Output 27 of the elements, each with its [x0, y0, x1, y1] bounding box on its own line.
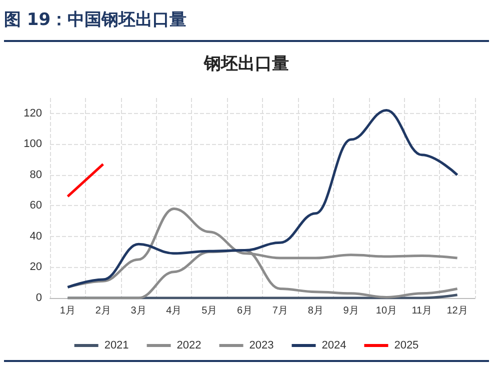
- x-tick-label: 4月: [166, 306, 182, 316]
- x-tick-label: 10月: [376, 306, 398, 316]
- x-tick-label: 3月: [130, 306, 146, 316]
- y-tick-label: 100: [24, 138, 42, 150]
- x-tick-label: 12月: [446, 306, 468, 316]
- x-tick-label: 5月: [202, 306, 218, 316]
- chart-subtitle: 钢坯出口量: [203, 54, 289, 73]
- line-series: [66, 109, 459, 288]
- y-tick-label: 0: [36, 292, 42, 304]
- x-tick-label: 1月: [60, 306, 76, 316]
- y-tick-label: 120: [24, 107, 42, 120]
- x-tick-label: 11月: [412, 306, 432, 316]
- y-tick-label: 80: [30, 168, 42, 181]
- x-tick-label: 8月: [308, 306, 324, 316]
- legend-label: 2023: [249, 340, 274, 352]
- y-tick-label: 20: [30, 261, 42, 274]
- x-tick-label: 2月: [95, 306, 111, 316]
- legend-label: 2025: [394, 340, 419, 352]
- chart-title: 图 19：中国钢坯出口量: [4, 4, 489, 42]
- x-tick-label: 7月: [272, 306, 288, 316]
- legend-label: 2024: [322, 340, 346, 352]
- x-tick-label: 6月: [237, 306, 253, 316]
- y-tick-label: 40: [30, 230, 42, 242]
- y-tick-label: 60: [30, 200, 42, 212]
- legend-label: 2021: [104, 340, 129, 352]
- legend-label: 2022: [176, 340, 202, 352]
- x-tick-label: 9月: [343, 306, 359, 316]
